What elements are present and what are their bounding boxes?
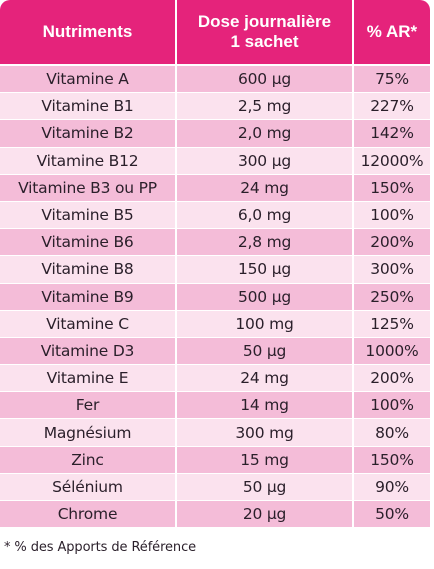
ar-percent-cell: 300% bbox=[353, 255, 430, 283]
ar-percent-cell: 125% bbox=[353, 309, 430, 338]
table-row: Vitamine B1 2,5 mg 227% bbox=[0, 92, 430, 120]
table-body: Vitamine A 600 µg 75% Vitamine B1 2,5 mg 227%… bbox=[0, 64, 430, 528]
header-ar-percent: % AR* bbox=[352, 0, 430, 66]
ar-percent-cell: 12000% bbox=[353, 146, 430, 175]
table-row: Chrome 20 µg 50% bbox=[0, 500, 430, 528]
nutrient-name-cell: Chrome bbox=[0, 500, 177, 528]
table-row: Vitamine C 100 mg 125% bbox=[0, 309, 430, 338]
table-row: Vitamine B9 500 µg 250% bbox=[0, 282, 430, 311]
nutrient-name-cell: Zinc bbox=[0, 445, 177, 474]
ar-percent-cell: 50% bbox=[353, 500, 430, 528]
nutrient-name-cell: Vitamine B6 bbox=[0, 228, 177, 256]
nutrition-table-container: Nutriments Dose journalière 1 sachet % A… bbox=[0, 0, 430, 528]
dose-cell: 100 mg bbox=[176, 309, 354, 338]
table-row: Vitamine B12 300 µg 12000% bbox=[0, 146, 430, 175]
dose-cell: 150 µg bbox=[176, 255, 354, 283]
dose-cell: 24 mg bbox=[176, 364, 354, 392]
nutrient-name-cell: Vitamine B2 bbox=[0, 119, 177, 148]
nutrient-name-cell: Fer bbox=[0, 391, 177, 419]
nutrient-name-cell: Vitamine B9 bbox=[0, 282, 177, 311]
nutrient-name-cell: Magnésium bbox=[0, 418, 177, 447]
dose-cell: 14 mg bbox=[176, 391, 354, 419]
dose-cell: 20 µg bbox=[176, 500, 354, 528]
dose-cell: 600 µg bbox=[176, 64, 354, 93]
dose-cell: 2,8 mg bbox=[176, 228, 354, 256]
table-row: Vitamine B3 ou PP 24 mg 150% bbox=[0, 173, 430, 202]
ar-percent-cell: 90% bbox=[353, 472, 430, 501]
table-row: Fer 14 mg 100% bbox=[0, 391, 430, 419]
ar-percent-cell: 75% bbox=[353, 64, 430, 93]
ar-percent-cell: 150% bbox=[353, 173, 430, 202]
header-daily-dose: Dose journalière 1 sachet bbox=[175, 0, 354, 66]
table-row: Vitamine B2 2,0 mg 142% bbox=[0, 119, 430, 148]
ar-percent-cell: 100% bbox=[353, 391, 430, 419]
header-dose-line2: 1 sachet bbox=[230, 32, 299, 51]
table-row: Sélénium 50 µg 90% bbox=[0, 472, 430, 501]
ar-percent-cell: 200% bbox=[353, 364, 430, 392]
table-row: Vitamine B5 6,0 mg 100% bbox=[0, 200, 430, 229]
table-header: Nutriments Dose journalière 1 sachet % A… bbox=[0, 0, 430, 66]
table-row: Vitamine E 24 mg 200% bbox=[0, 364, 430, 392]
nutrient-name-cell: Vitamine B8 bbox=[0, 255, 177, 283]
ar-percent-cell: 150% bbox=[353, 445, 430, 474]
dose-cell: 300 mg bbox=[176, 418, 354, 447]
nutrient-name-cell: Vitamine D3 bbox=[0, 336, 177, 365]
ar-percent-cell: 1000% bbox=[353, 336, 430, 365]
nutrient-name-cell: Sélénium bbox=[0, 472, 177, 501]
table-row: Vitamine B6 2,8 mg 200% bbox=[0, 228, 430, 256]
table-row: Vitamine A 600 µg 75% bbox=[0, 64, 430, 93]
nutrient-name-cell: Vitamine B1 bbox=[0, 92, 177, 120]
ar-percent-cell: 200% bbox=[353, 228, 430, 256]
ar-percent-cell: 80% bbox=[353, 418, 430, 447]
footnote: * % des Apports de Référence bbox=[4, 540, 197, 555]
table-row: Zinc 15 mg 150% bbox=[0, 445, 430, 474]
nutrient-name-cell: Vitamine E bbox=[0, 364, 177, 392]
header-nutrients: Nutriments bbox=[0, 0, 177, 66]
nutrient-name-cell: Vitamine A bbox=[0, 64, 177, 93]
table-row: Vitamine B8 150 µg 300% bbox=[0, 255, 430, 283]
dose-cell: 24 mg bbox=[176, 173, 354, 202]
dose-cell: 2,5 mg bbox=[176, 92, 354, 120]
dose-cell: 500 µg bbox=[176, 282, 354, 311]
ar-percent-cell: 100% bbox=[353, 200, 430, 229]
dose-cell: 6,0 mg bbox=[176, 200, 354, 229]
dose-cell: 15 mg bbox=[176, 445, 354, 474]
table-row: Vitamine D3 50 µg 1000% bbox=[0, 336, 430, 365]
dose-cell: 50 µg bbox=[176, 336, 354, 365]
header-row: Nutriments Dose journalière 1 sachet % A… bbox=[0, 0, 430, 66]
ar-percent-cell: 227% bbox=[353, 92, 430, 120]
dose-cell: 2,0 mg bbox=[176, 119, 354, 148]
nutrient-name-cell: Vitamine C bbox=[0, 309, 177, 338]
table-row: Magnésium 300 mg 80% bbox=[0, 418, 430, 447]
dose-cell: 300 µg bbox=[176, 146, 354, 175]
header-dose-line1: Dose journalière bbox=[197, 12, 332, 31]
nutrition-table: Nutriments Dose journalière 1 sachet % A… bbox=[0, 0, 430, 528]
nutrient-name-cell: Vitamine B12 bbox=[0, 146, 177, 175]
nutrient-name-cell: Vitamine B5 bbox=[0, 200, 177, 229]
ar-percent-cell: 250% bbox=[353, 282, 430, 311]
ar-percent-cell: 142% bbox=[353, 119, 430, 148]
dose-cell: 50 µg bbox=[176, 472, 354, 501]
nutrient-name-cell: Vitamine B3 ou PP bbox=[0, 173, 177, 202]
